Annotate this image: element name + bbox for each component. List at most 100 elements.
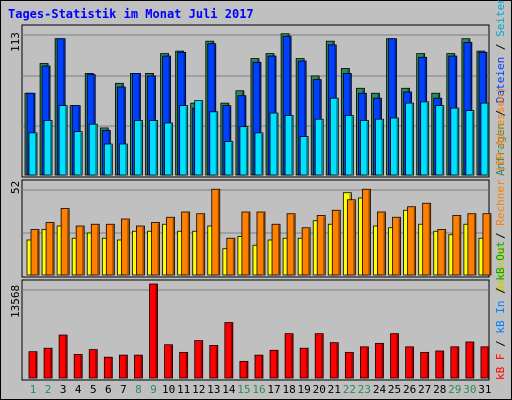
bar-seiten-day-1 [28, 132, 38, 176]
x-tick-label: 6 [105, 383, 112, 396]
y-max-label-visits: 52 [9, 181, 22, 194]
bar-kbytes-day-30 [465, 341, 475, 379]
x-tick-label: 29 [448, 383, 461, 396]
bar-kbytes-day-1 [28, 351, 38, 379]
legend-entry: kB F [494, 354, 507, 381]
bar-rechner-day-12 [196, 213, 206, 276]
bar-kbytes-day-12 [194, 340, 204, 379]
bar-kbytes-day-20 [314, 333, 324, 379]
bar-kbytes-day-28 [435, 350, 445, 379]
bar-kbytes-day-24 [375, 342, 384, 379]
bar-kbytes-day-21 [329, 342, 339, 379]
bar-seiten-day-3 [58, 105, 68, 176]
legend-entry: Rechner (IP-Adressen) [494, 87, 507, 226]
x-tick-label: 9 [150, 383, 157, 396]
bar-rechner-day-18 [286, 213, 296, 276]
x-tick-label: 13 [207, 383, 220, 396]
bar-rechner-day-27 [422, 202, 432, 276]
x-tick-label: 30 [463, 383, 476, 396]
legend-entry: Anfragen [494, 123, 507, 176]
bar-rechner-day-2 [45, 222, 55, 276]
legend-kbytes: kB F / kB In / kB Out [494, 241, 507, 380]
y-axis-labels: 113 52 13568 [9, 32, 22, 318]
bar-seiten-day-20 [314, 118, 324, 176]
bar-seiten-day-21 [329, 97, 339, 176]
bar-seiten-day-12 [194, 100, 204, 176]
x-tick-label: 17 [267, 383, 280, 396]
y-max-label-kbytes: 13568 [9, 285, 22, 318]
x-tick-label: 16 [252, 383, 265, 396]
bar-kbytes-day-31 [480, 346, 490, 379]
y-max-label-requests: 113 [9, 32, 22, 52]
legend-requests: Anfragen / Dateien / Seiten [494, 0, 507, 176]
x-tick-label: 22 [343, 383, 356, 396]
bar-kbytes-day-26 [405, 346, 415, 379]
bar-rechner-day-25 [392, 216, 401, 276]
bar-rechner-day-20 [316, 215, 326, 276]
x-tick-label: 27 [418, 383, 431, 396]
legend-entry: Besuche [494, 246, 507, 292]
legend-entry: kB Out [494, 241, 507, 281]
bar-kbytes-day-14 [224, 322, 234, 379]
x-tick-label: 20 [313, 383, 326, 396]
legend-entry: Dateien [494, 57, 507, 103]
x-tick-label: 5 [90, 383, 97, 396]
bar-rechner-day-31 [482, 213, 492, 276]
bar-kbytes-day-5 [88, 349, 98, 379]
bar-kbytes-day-15 [239, 360, 249, 379]
bar-seiten-day-15 [239, 126, 249, 176]
bar-kbytes-day-2 [43, 347, 53, 379]
bar-rechner-day-30 [467, 213, 477, 276]
bar-kbytes-day-8 [134, 354, 143, 379]
bar-kbytes-day-3 [58, 334, 68, 379]
bar-rechner-day-8 [136, 225, 145, 276]
bar-seiten-day-26 [405, 102, 415, 176]
x-tick-label: 14 [222, 383, 236, 396]
bar-kbytes-day-10 [164, 344, 173, 379]
bar-rechner-day-16 [256, 211, 266, 276]
bar-seiten-day-19 [299, 136, 309, 176]
chart-bars [24, 33, 492, 379]
bar-seiten-day-24 [375, 118, 384, 176]
bar-seiten-day-11 [179, 105, 189, 176]
bar-seiten-day-25 [390, 117, 399, 176]
bar-rechner-day-23 [362, 188, 371, 276]
bar-rechner-day-24 [377, 211, 386, 276]
x-tick-label: 10 [162, 383, 175, 396]
bar-seiten-day-5 [88, 123, 98, 176]
x-tick-label: 25 [388, 383, 401, 396]
bar-rechner-day-13 [211, 188, 221, 276]
bar-rechner-day-10 [166, 216, 175, 276]
bar-seiten-day-4 [73, 131, 83, 176]
x-tick-label: 31 [478, 383, 491, 396]
bar-rechner-day-22 [346, 199, 356, 276]
bar-rechner-day-1 [30, 229, 40, 276]
x-tick-label: 1 [30, 383, 37, 396]
bar-kbytes-day-4 [73, 354, 83, 379]
legend-entry: kB In [494, 301, 507, 334]
x-tick-label: 11 [177, 383, 190, 396]
x-tick-label: 3 [60, 383, 67, 396]
x-tick-label: 21 [328, 383, 341, 396]
bar-seiten-day-16 [254, 132, 264, 176]
bar-rechner-day-14 [226, 237, 236, 276]
bar-seiten-day-23 [360, 120, 369, 176]
bar-seiten-day-10 [164, 122, 173, 176]
bar-seiten-day-31 [480, 102, 490, 176]
x-tick-label: 7 [120, 383, 127, 396]
chart-title: Tages-Statistik im Monat Juli 2017 [8, 7, 254, 21]
bar-kbytes-day-13 [209, 345, 219, 379]
bar-rechner-day-29 [452, 215, 462, 276]
x-tick-label: 26 [403, 383, 416, 396]
bar-seiten-day-28 [435, 105, 445, 176]
x-tick-label: 28 [433, 383, 446, 396]
x-tick-label: 15 [237, 383, 250, 396]
bar-rechner-day-7 [120, 218, 130, 276]
bar-rechner-day-17 [271, 223, 281, 276]
bar-seiten-day-13 [209, 111, 219, 176]
bar-rechner-day-6 [105, 223, 115, 276]
bar-seiten-day-9 [149, 120, 158, 176]
legend-entry: Seiten [494, 0, 507, 37]
bar-kbytes-day-25 [390, 333, 399, 379]
